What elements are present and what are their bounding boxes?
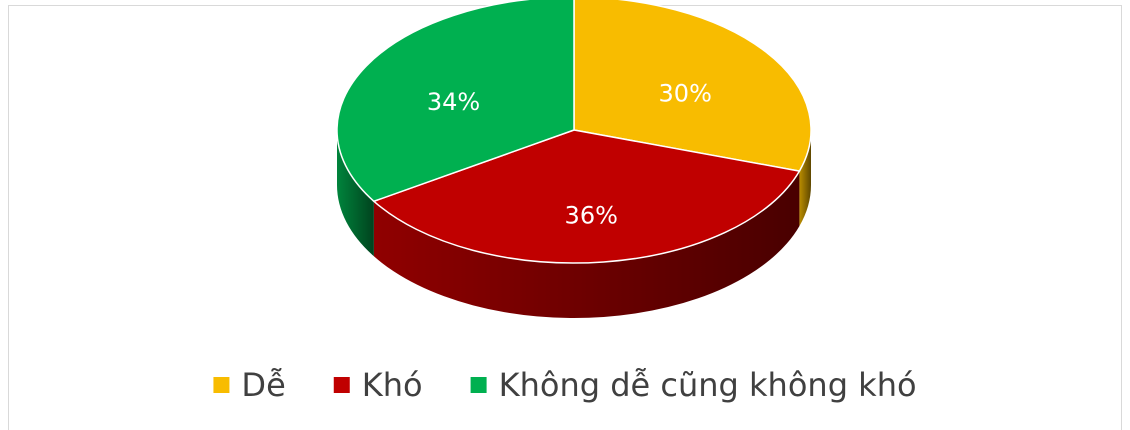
- data-label: 30%: [659, 80, 712, 108]
- legend-swatch: [213, 377, 230, 393]
- legend-label: Không dễ cũng không khó: [499, 366, 917, 404]
- pie-slice: [372, 129, 801, 264]
- pie-side: [337, 130, 374, 257]
- legend-swatch: [333, 377, 350, 393]
- data-label: 36%: [565, 202, 618, 230]
- data-label: 34%: [427, 88, 480, 116]
- legend-swatch: [470, 377, 487, 393]
- pie-side: [373, 171, 800, 318]
- pie-slice: [573, 0, 812, 172]
- legend-label: Khó: [362, 366, 423, 404]
- pie-slice: [336, 0, 575, 203]
- legend-label: Dễ: [241, 366, 285, 404]
- pie-side: [799, 130, 811, 227]
